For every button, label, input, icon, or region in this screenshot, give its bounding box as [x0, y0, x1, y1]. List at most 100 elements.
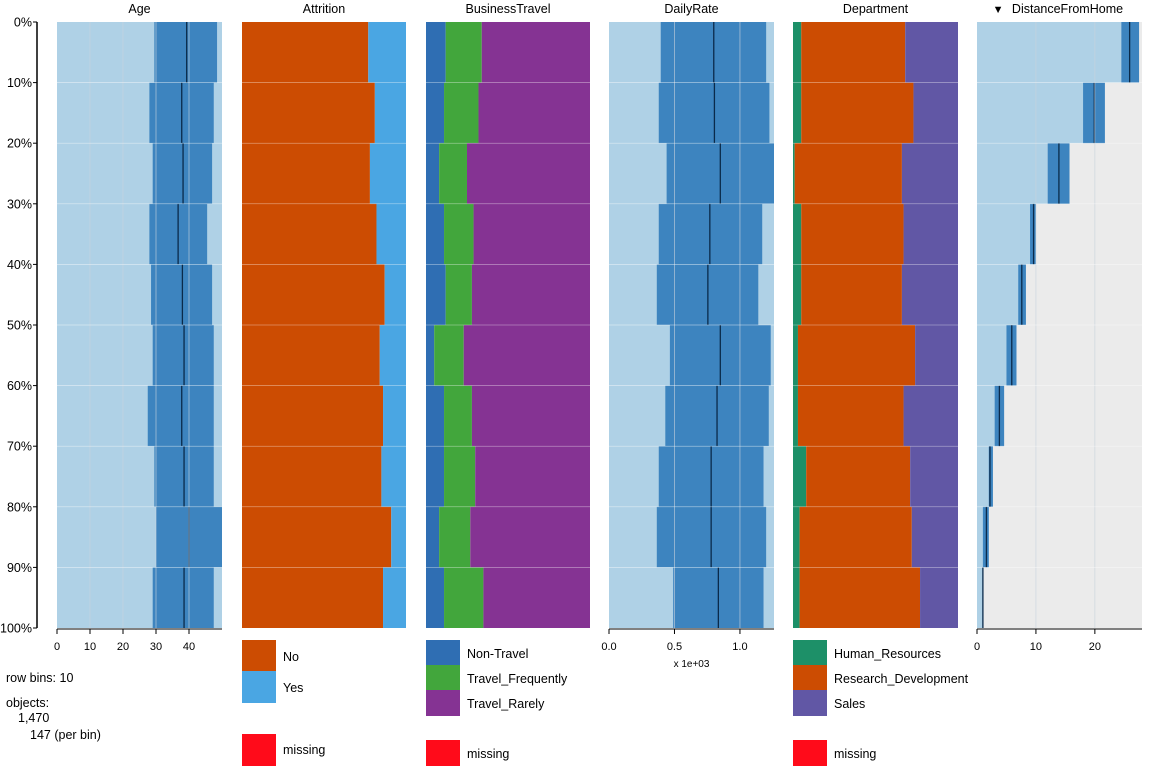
- legends: No Yes missing Non-Travel Travel_Frequently T…: [242, 640, 969, 766]
- businesstravel-bin-7-non-travel-segment: [426, 446, 445, 507]
- dailyrate-axis-note: x 1e+03: [674, 659, 710, 670]
- attrition-bin-0-no-segment: [242, 22, 369, 83]
- dailyrate-bin-3-sd-bar: [658, 203, 763, 265]
- distancefromhome-bin-7-sd-bar: [988, 446, 993, 507]
- department-bin-4-sales-segment: [901, 264, 958, 325]
- department-bin-4-research-development-segment: [801, 264, 902, 325]
- plot-panels: 0 10 20 30 40 Age 0.0 0.5 1.0 x 1e+03 DailyRate 0 10…: [54, 2, 1142, 670]
- businesstravel-bin-3-non-travel-segment: [426, 203, 445, 265]
- businesstravel-bin-1-travel-rarely-segment: [478, 82, 590, 144]
- department-bin-2-human-resources-segment: [793, 143, 795, 204]
- panel-age: 0 10 20 30 40: [54, 22, 222, 653]
- department-bin-4-human-resources-segment: [793, 264, 802, 325]
- department-bin-7-research-development-segment: [806, 446, 911, 507]
- legend-label-yes: Yes: [283, 681, 303, 695]
- distancefromhome-bin-3-range-bar: [977, 203, 1036, 265]
- sort-arrow-icon: ▼: [993, 4, 1004, 16]
- age-bin-2-sd-bar: [152, 143, 213, 204]
- businesstravel-bin-4-travel-frequently-segment: [445, 264, 472, 325]
- businesstravel-bin-5-travel-frequently-segment: [434, 325, 464, 386]
- businesstravel-bin-8-travel-rarely-segment: [470, 506, 590, 568]
- legend-label-missing-businesstravel: missing: [467, 747, 509, 761]
- legend-swatch-no: [242, 640, 276, 672]
- attrition-bin-4-no-segment: [242, 264, 385, 325]
- row-bins-label: row bins: 10: [6, 671, 73, 685]
- legend-attrition: No Yes missing: [242, 640, 325, 766]
- info-block: row bins: 10 objects: 1,470 147 (per bin…: [6, 671, 101, 742]
- legend-swatch-travel-frequently: [426, 665, 460, 691]
- panel-distancefromhome: 0 10 20: [974, 22, 1142, 653]
- legend-swatch-human-resources: [793, 640, 827, 666]
- column-title-department: Department: [843, 2, 909, 16]
- legend-swatch-travel-rarely: [426, 690, 460, 716]
- attrition-bin-1-no-segment: [242, 82, 375, 144]
- legend-label-missing-department: missing: [834, 747, 876, 761]
- legend-label-sales: Sales: [834, 697, 865, 711]
- department-bin-5-human-resources-segment: [793, 325, 798, 386]
- panel-department: [793, 22, 958, 628]
- objects-total: 1,470: [18, 711, 49, 725]
- age-bin-9-sd-bar: [152, 567, 214, 628]
- y-axis: 0% 10% 20% 30% 40% 50% 60% 70% 80% 90% 100%: [0, 16, 38, 636]
- department-bin-7-sales-segment: [910, 446, 958, 507]
- age-bin-0-sd-bar: [154, 22, 218, 83]
- age-bin-5-sd-bar: [152, 325, 214, 386]
- department-bin-1-sales-segment: [913, 82, 958, 144]
- businesstravel-bin-4-travel-rarely-segment: [471, 264, 590, 325]
- department-bin-8-sales-segment: [911, 506, 958, 568]
- department-bin-9-sales-segment: [920, 567, 958, 628]
- distancefromhome-bin-9-range-bar: [977, 567, 983, 628]
- department-bin-8-human-resources-segment: [793, 506, 800, 568]
- businesstravel-bin-9-travel-frequently-segment: [444, 567, 484, 628]
- distancefromhome-bin-4-range-bar: [977, 264, 1026, 325]
- dailyrate-x-tick-label-1: 0.5: [667, 641, 682, 653]
- distancefromhome-x-tick-label-0: 0: [974, 641, 980, 653]
- businesstravel-bin-2-non-travel-segment: [426, 143, 440, 204]
- age-bin-4-sd-bar: [151, 264, 213, 325]
- department-bin-6-sales-segment: [903, 385, 958, 447]
- panel-dailyrate: 0.0 0.5 1.0 x 1e+03: [601, 22, 774, 670]
- column-title-dailyrate: DailyRate: [664, 2, 718, 16]
- attrition-bin-6-yes-segment: [383, 385, 406, 447]
- legend-label-travel-frequently: Travel_Frequently: [467, 672, 568, 686]
- dailyrate-x-tick-label-2: 1.0: [732, 641, 747, 653]
- department-bin-0-sales-segment: [905, 22, 958, 83]
- businesstravel-bin-7-travel-rarely-segment: [475, 446, 590, 507]
- department-bin-1-research-development-segment: [801, 82, 914, 144]
- businesstravel-bin-4-non-travel-segment: [426, 264, 446, 325]
- age-x-tick-label-1: 10: [84, 641, 96, 653]
- businesstravel-bin-8-travel-frequently-segment: [439, 506, 471, 568]
- department-bin-6-human-resources-segment: [793, 385, 798, 447]
- legend-department: Human_Resources Research_Development Sales…: [793, 640, 969, 766]
- legend-label-travel-rarely: Travel_Rarely: [467, 697, 545, 711]
- businesstravel-bin-5-travel-rarely-segment: [463, 325, 590, 386]
- panel-businesstravel: [426, 22, 590, 628]
- legend-swatch-sales: [793, 690, 827, 716]
- legend-label-missing-attrition: missing: [283, 743, 325, 757]
- distancefromhome-bin-8-range-bar: [977, 506, 989, 568]
- department-bin-7-human-resources-segment: [793, 446, 807, 507]
- legend-swatch-non-travel: [426, 640, 460, 666]
- department-bin-5-research-development-segment: [797, 325, 916, 386]
- y-tick-label-3: 30%: [7, 197, 32, 211]
- department-bin-2-research-development-segment: [794, 143, 902, 204]
- department-bin-9-research-development-segment: [799, 567, 921, 628]
- attrition-bin-1-yes-segment: [374, 82, 406, 144]
- businesstravel-bin-2-travel-frequently-segment: [439, 143, 467, 204]
- objects-label: objects:: [6, 696, 49, 710]
- businesstravel-bin-3-travel-frequently-segment: [444, 203, 474, 265]
- department-bin-1-human-resources-segment: [793, 82, 802, 144]
- legend-swatch-research-development: [793, 665, 827, 691]
- legend-swatch-missing-attrition: [242, 734, 276, 766]
- y-tick-label-9: 90%: [7, 561, 32, 575]
- legend-label-non-travel: Non-Travel: [467, 647, 528, 661]
- businesstravel-bin-3-travel-rarely-segment: [473, 203, 590, 265]
- businesstravel-bin-7-travel-frequently-segment: [444, 446, 476, 507]
- attrition-bin-2-yes-segment: [369, 143, 406, 204]
- attrition-bin-7-yes-segment: [381, 446, 406, 507]
- attrition-bin-5-yes-segment: [379, 325, 406, 386]
- attrition-bin-3-yes-segment: [376, 203, 406, 265]
- businesstravel-bin-0-travel-rarely-segment: [481, 22, 590, 83]
- attrition-bin-5-no-segment: [242, 325, 380, 386]
